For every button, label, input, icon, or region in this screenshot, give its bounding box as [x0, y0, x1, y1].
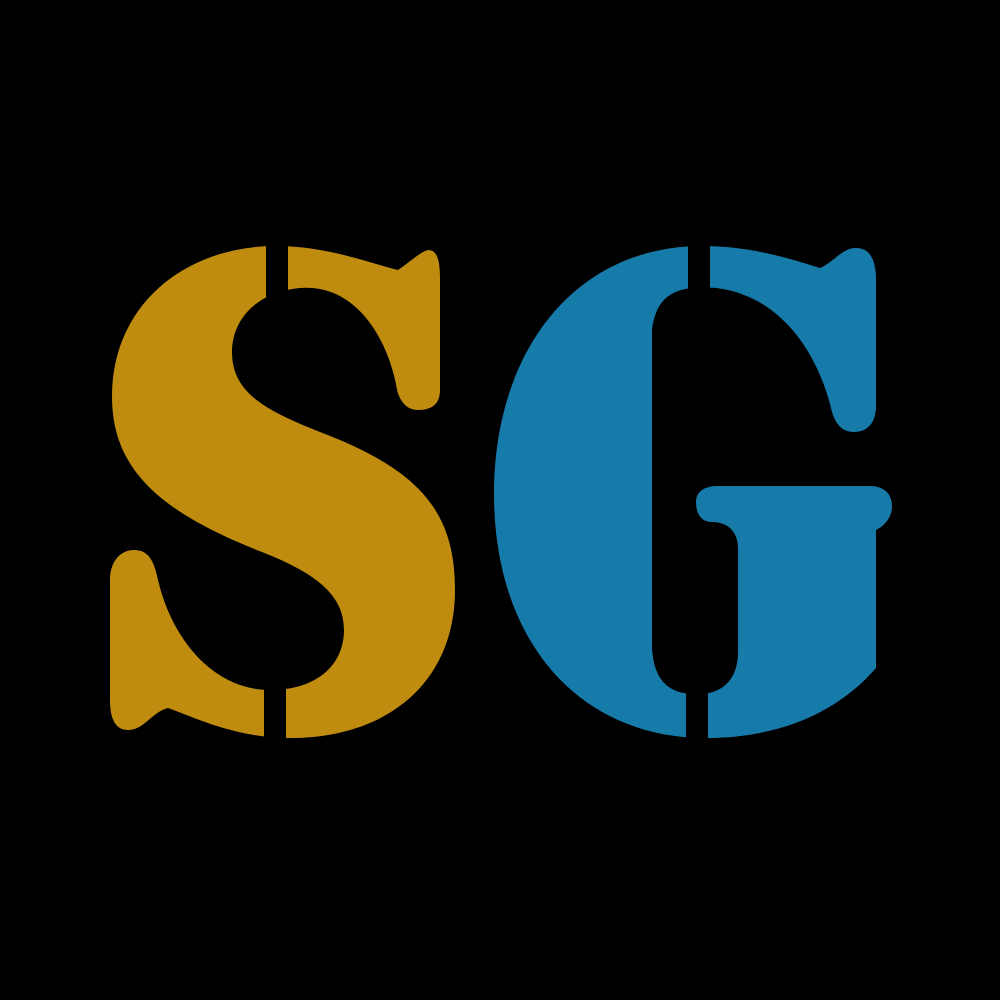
letter-s	[110, 246, 455, 738]
letter-g	[494, 246, 892, 738]
